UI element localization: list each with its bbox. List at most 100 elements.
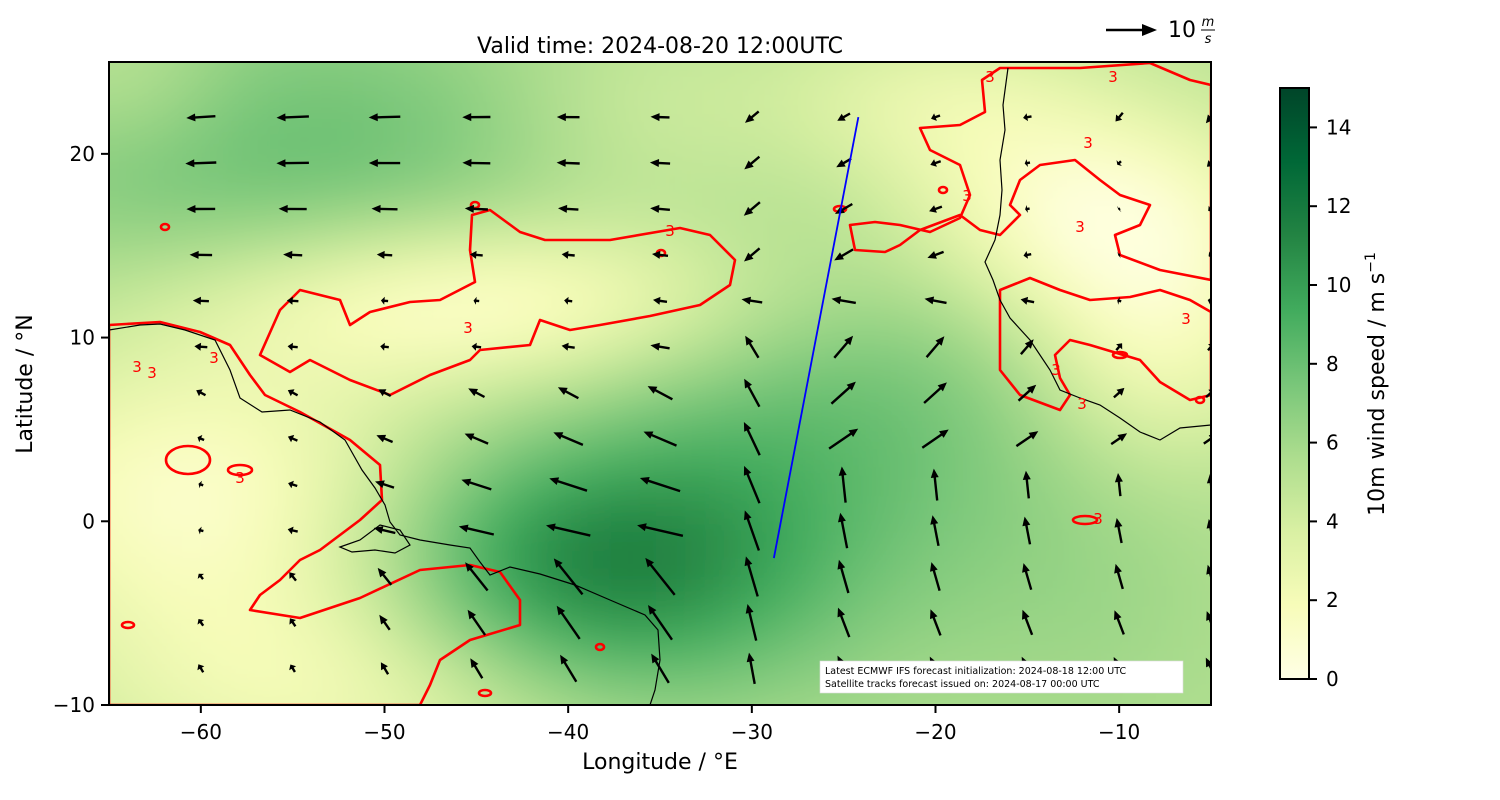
heat-cell — [467, 374, 496, 403]
wind-arrow-head — [930, 515, 939, 525]
wind-arrow-shaft — [933, 473, 939, 501]
heat-cell — [384, 594, 414, 624]
heat-cell — [990, 319, 1020, 348]
heat-cell — [549, 209, 579, 238]
heat-cell — [1211, 457, 1240, 486]
heat-cell — [329, 181, 358, 210]
heat-cell — [439, 401, 469, 431]
heat-cell — [1211, 402, 1240, 431]
heat-cell — [880, 264, 909, 293]
heat-cell — [164, 98, 193, 128]
heat-cell — [164, 622, 193, 651]
wind-arrow-head — [1028, 431, 1039, 440]
heat-cell — [219, 62, 248, 73]
wind-arrow-head — [186, 113, 196, 122]
heat-cell — [494, 236, 524, 266]
heat-cell — [1239, 429, 1268, 458]
heat-cell — [274, 649, 303, 679]
heat-cell — [880, 567, 909, 596]
heat-cell — [604, 649, 634, 679]
heat-cell — [963, 401, 992, 431]
heat-cell — [963, 209, 992, 238]
heat-cell — [246, 677, 276, 705]
heat-cell — [990, 429, 1020, 458]
heat-cell — [1073, 346, 1102, 376]
heat-cell — [880, 401, 909, 431]
heat-cell — [770, 181, 799, 210]
heat-cell — [109, 346, 138, 376]
heat-cell — [1128, 622, 1157, 651]
heat-cell — [412, 126, 441, 155]
heat-cell — [109, 567, 138, 596]
heat-cell — [191, 62, 221, 73]
heat-cell — [1211, 540, 1240, 569]
heat-cell — [1266, 705, 1295, 734]
wind-arrow-head — [744, 252, 754, 262]
heat-cell — [549, 401, 579, 431]
heat-cell — [549, 62, 579, 73]
heat-cell — [412, 71, 441, 100]
heat-cell — [797, 126, 827, 155]
heat-cell — [522, 62, 551, 73]
wind-arrow-shaft — [923, 385, 944, 404]
wind-arrow-head — [289, 618, 296, 625]
wind-arrow-head — [286, 296, 293, 305]
heat-cell — [219, 181, 248, 210]
heat-cell — [1155, 319, 1185, 348]
heat-cell — [1183, 457, 1211, 486]
heat-cell — [1128, 594, 1157, 624]
heat-cell — [1100, 401, 1130, 431]
heat-cell — [522, 346, 551, 376]
heat-cell — [632, 98, 661, 128]
heat-cell — [880, 374, 909, 403]
heat-cell — [660, 291, 689, 321]
heat-cell — [963, 16, 992, 45]
heat-cell — [770, 346, 799, 376]
heat-cell — [660, 209, 689, 238]
wind-arrow-head — [287, 434, 295, 443]
heat-cell — [54, 181, 83, 210]
heat-cell — [54, 733, 83, 762]
heat-cell — [907, 594, 937, 624]
heat-cell — [990, 512, 1020, 541]
heat-cell — [246, 512, 276, 541]
heat-cell — [1073, 181, 1102, 210]
heat-cell — [109, 98, 111, 128]
wind-arrow-shaft — [281, 115, 309, 119]
heat-cell — [495, 733, 524, 762]
heat-cell — [990, 401, 1020, 431]
heat-cell — [274, 126, 303, 155]
heat-cell — [439, 236, 469, 266]
wind-arrow-head — [189, 250, 199, 259]
wind-arrow-shaft — [745, 470, 761, 504]
wind-arrow-head — [373, 526, 384, 534]
heat-cell — [1183, 539, 1211, 569]
heat-cell — [1128, 153, 1157, 183]
heat-cell — [990, 567, 1020, 596]
heat-cell — [1073, 126, 1102, 155]
heat-cell — [660, 401, 689, 431]
heat-cell — [880, 346, 909, 376]
heat-cell — [412, 291, 441, 321]
heat-cell — [907, 457, 937, 486]
heat-cell — [522, 209, 551, 238]
heat-cell — [852, 264, 882, 293]
heat-cell — [991, 0, 1020, 17]
heat-cell — [522, 594, 551, 624]
heat-cell — [1100, 291, 1130, 321]
wind-arrow-head — [556, 605, 566, 616]
heat-cell — [522, 126, 551, 155]
heat-cell — [1018, 457, 1047, 486]
heat-cell — [880, 71, 909, 100]
heat-cell — [660, 346, 689, 376]
heat-cell — [770, 457, 799, 486]
heat-cell — [660, 539, 689, 569]
wind-arrow-head — [553, 432, 564, 440]
heat-cell — [164, 0, 193, 17]
heat-cell — [963, 264, 992, 293]
heat-cell — [522, 457, 551, 486]
heat-cell — [109, 98, 138, 128]
wind-arrow-shaft — [747, 609, 758, 641]
wind-arrow-shaft — [921, 431, 945, 449]
heat-cell — [907, 209, 937, 238]
